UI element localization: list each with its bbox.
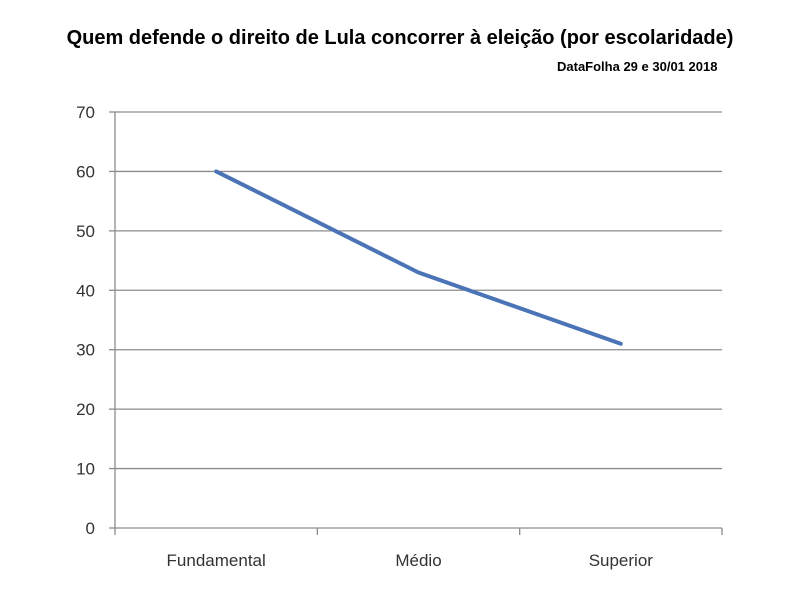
y-tick-label: 30	[76, 341, 95, 360]
y-tick-label: 20	[76, 400, 95, 419]
series-line	[214, 169, 623, 346]
x-tick-label: Fundamental	[167, 551, 266, 570]
y-tick-label: 50	[76, 222, 95, 241]
y-tick-label: 0	[86, 519, 95, 538]
y-tick-label: 40	[76, 281, 95, 300]
x-tick-label: Médio	[395, 551, 441, 570]
y-tick-label: 10	[76, 460, 95, 479]
y-tick-label: 60	[76, 162, 95, 181]
x-tick-label: Superior	[589, 551, 654, 570]
y-tick-label: 70	[76, 103, 95, 122]
chart-title: Quem defende o direito de Lula concorrer…	[66, 27, 734, 49]
chart-subtitle: DataFolha 29 e 30/01 2018	[557, 59, 718, 74]
